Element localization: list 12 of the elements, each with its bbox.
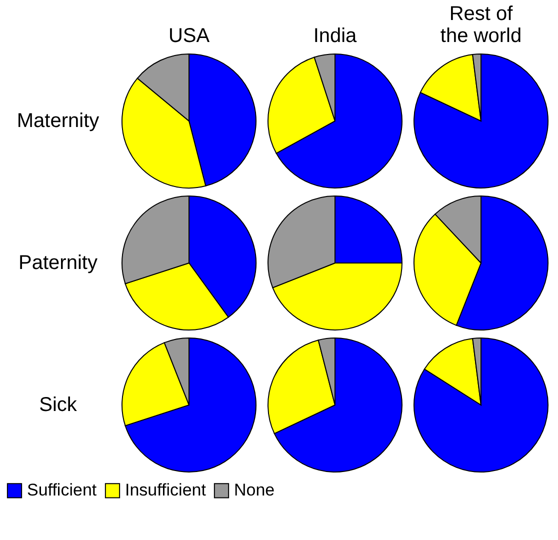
legend-label: Insufficient — [125, 480, 206, 500]
legend-label: None — [234, 480, 275, 500]
pie-slice — [124, 338, 256, 472]
chart-title: India — [313, 25, 358, 47]
text: Paternity — [18, 252, 98, 274]
pie-slice — [414, 338, 548, 472]
text: Sick — [39, 394, 78, 416]
pie-slice — [414, 54, 548, 188]
legend-label: Sufficient — [27, 480, 97, 500]
text: Maternity — [16, 110, 100, 132]
chart-title: USA — [168, 25, 210, 47]
chart-title: Rest of the world — [440, 3, 522, 47]
